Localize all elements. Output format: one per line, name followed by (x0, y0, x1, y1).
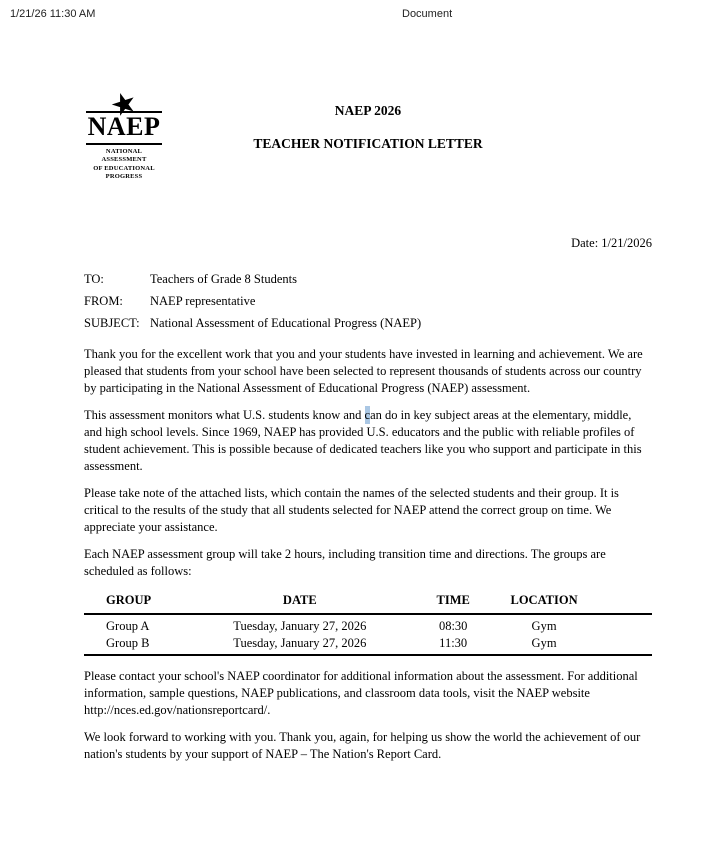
paragraph-thanks: Thank you for the excellent work that yo… (84, 347, 643, 395)
paragraph-closing: We look forward to working with you. Tha… (84, 730, 641, 761)
paragraph-schedule-intro: Each NAEP assessment group will take 2 h… (84, 547, 606, 578)
schedule-header-date: DATE (197, 590, 403, 615)
logo-star-row: ★ (86, 85, 162, 124)
paragraph-text: an do in key subject areas at the elemen… (84, 408, 642, 473)
print-header-title: Document (402, 8, 453, 20)
memo-row-to: TO: Teachers of Grade 8 Students (84, 268, 652, 290)
schedule-cell-spacer (584, 614, 652, 635)
schedule-cell-time: 11:30 (439, 636, 468, 650)
schedule-header-time: TIME (402, 590, 505, 615)
schedule-cell-location: Gym (531, 619, 557, 633)
schedule-cell-time: 08:30 (438, 619, 468, 633)
schedule-header-location: LOCATION (504, 590, 584, 615)
schedule-header-spacer (583, 590, 652, 615)
schedule-header-group: GROUP (84, 590, 198, 615)
memo-value-subject: National Assessment of Educational Progr… (150, 316, 422, 330)
table-row: Group A Tuesday, January 27, 2026 08:30 … (84, 614, 652, 635)
letter-body: ★ NAEP NATIONAL ASSESSMENT OF EDUCATIONA… (84, 85, 652, 773)
memo-value-to: Teachers of Grade 8 Students (150, 272, 297, 286)
paragraph-text: This assessment monitors what U.S. stude… (84, 408, 365, 422)
logo-caption-line: PROGRESS (105, 173, 143, 181)
letter-date: Date: 1/21/2026 (571, 236, 652, 250)
schedule-table: GROUP DATE TIME LOCATION Group A Tuesday… (84, 590, 652, 656)
letter-title-main: TEACHER NOTIFICATION LETTER (253, 136, 483, 151)
paragraph-assessment-info: This assessment monitors what U.S. stude… (84, 406, 652, 475)
logo-name: NAEP (86, 113, 162, 145)
schedule-cell-group: Group B (106, 636, 150, 650)
schedule-cell-date: Tuesday, January 27, 2026 (233, 636, 367, 650)
memo-row-from: FROM: NAEP representative (84, 290, 652, 312)
memo-value-from: NAEP representative (150, 294, 256, 308)
schedule-cell-spacer (584, 635, 652, 655)
memo-label-to: TO: (84, 272, 104, 286)
schedule-cell-group: Group A (106, 619, 150, 633)
logo-caption-line: NATIONAL ASSESSMENT (101, 148, 147, 164)
table-row: Group B Tuesday, January 27, 2026 11:30 … (84, 635, 652, 655)
letter-titles: NAEP 2026 TEACHER NOTIFICATION LETTER (84, 88, 652, 152)
schedule-cell-date: Tuesday, January 27, 2026 (233, 619, 367, 633)
text-selection-highlight: c (364, 406, 371, 424)
paragraph-attached-lists: Please take note of the attached lists, … (84, 486, 619, 534)
schedule-cell-location: Gym (531, 636, 557, 650)
letter-title-program: NAEP 2026 (334, 103, 402, 118)
schedule-header-row: GROUP DATE TIME LOCATION (84, 590, 652, 615)
logo-caption: NATIONAL ASSESSMENT OF EDUCATIONAL PROGR… (86, 148, 162, 182)
memo-header: TO: Teachers of Grade 8 Students FROM: N… (84, 268, 652, 334)
memo-label-subject: SUBJECT: (84, 316, 140, 330)
naep-logo: ★ NAEP NATIONAL ASSESSMENT OF EDUCATIONA… (86, 85, 162, 182)
logo-caption-line: OF EDUCATIONAL (93, 164, 155, 172)
print-header-datetime: 1/21/26 11:30 AM (10, 8, 96, 20)
memo-label-from: FROM: (84, 294, 123, 308)
paragraph-coordinator-contact: Please contact your school's NAEP coordi… (84, 669, 638, 717)
letterhead: ★ NAEP NATIONAL ASSESSMENT OF EDUCATIONA… (84, 85, 652, 268)
memo-row-subject: SUBJECT: National Assessment of Educatio… (84, 312, 652, 334)
